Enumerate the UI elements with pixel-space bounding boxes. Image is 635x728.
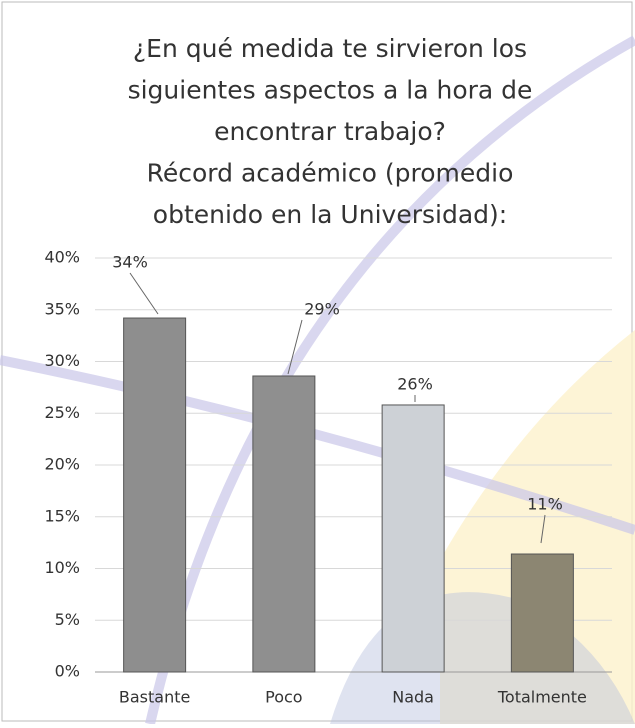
data-label: 26% — [397, 375, 433, 394]
chart-title: Récord académico (promedio — [147, 159, 514, 188]
x-tick-label: Bastante — [119, 688, 190, 707]
y-tick-label: 40% — [44, 248, 80, 267]
y-tick-label: 15% — [44, 506, 80, 525]
leader-line — [540, 514, 546, 544]
decor-arc — [145, 35, 635, 726]
leader-line — [287, 319, 303, 375]
x-tick-label: Nada — [392, 688, 434, 707]
y-tick-label: 10% — [44, 558, 80, 577]
y-tick-label: 30% — [44, 351, 80, 370]
chart-title: encontrar trabajo? — [214, 117, 446, 146]
bar — [510, 553, 574, 673]
y-tick-label: 5% — [55, 610, 80, 629]
bar — [252, 375, 316, 673]
chart-title: ¿En qué medida te sirvieron los — [133, 34, 527, 63]
x-tick-label: Totalmente — [497, 688, 587, 707]
y-tick-label: 35% — [44, 299, 80, 318]
bar — [123, 317, 187, 673]
data-label: 11% — [527, 495, 563, 514]
chart-title: obtenido en la Universidad): — [153, 200, 507, 229]
data-label: 29% — [304, 300, 340, 319]
y-tick-label: 25% — [44, 403, 80, 422]
y-tick-label: 20% — [44, 455, 80, 474]
data-label: 34% — [112, 253, 148, 272]
leader-line — [129, 272, 159, 315]
chart-title: siguientes aspectos a la hora de — [128, 76, 533, 105]
bar — [381, 404, 445, 673]
x-tick-label: Poco — [265, 688, 302, 707]
y-tick-label: 0% — [55, 662, 80, 681]
decor-shape — [440, 330, 635, 724]
